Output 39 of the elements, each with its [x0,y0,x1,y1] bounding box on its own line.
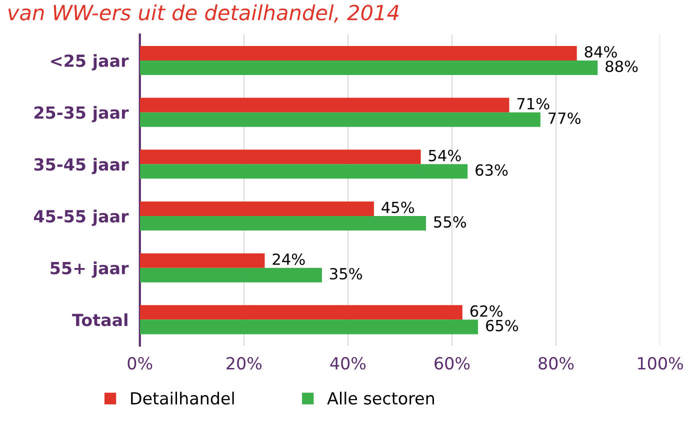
chart-title: van WW-ers uit de detailhandel, 2014 [8,4,399,23]
x-tick-label: 100% [638,357,683,370]
legend-label: Alle sectoren [327,392,434,405]
x-tick-label: 60% [434,357,470,370]
data-label: 71% [517,98,550,110]
y-tick-label: 35-45 jaar [34,158,129,174]
bar [140,201,374,216]
bar [140,268,322,282]
bar [140,216,426,231]
y-tick-label: 45-55 jaar [34,210,129,226]
x-tick-label: 0% [128,357,152,370]
data-label: 84% [584,46,617,58]
data-label: 54% [428,150,461,162]
data-label: 65% [486,320,518,332]
data-label: 88% [606,60,638,72]
legend-label: Detailhandel [131,392,234,405]
data-label: 62% [470,305,502,317]
data-label: 45% [382,202,414,214]
bar [140,164,468,179]
x-tick-label: 80% [538,357,574,370]
bar [140,253,265,268]
bar [140,150,421,164]
bar [140,46,577,60]
data-label: 63% [476,164,508,176]
y-tick-label: 25-35 jaar [34,106,129,122]
bar [140,112,540,127]
data-label: 24% [272,253,305,266]
bar [140,305,462,320]
bar [140,98,510,112]
x-tick-label: 20% [226,357,262,370]
bar [140,60,598,75]
y-tick-label: Totaal [72,313,128,326]
data-label: 77% [548,112,580,124]
data-label: 35% [330,268,362,280]
y-tick-label: 55+ jaar [50,262,129,278]
y-tick-label: <25 jaar [51,54,129,70]
data-label: 55% [434,216,466,228]
x-tick-label: 40% [330,357,366,370]
bar [140,320,478,334]
